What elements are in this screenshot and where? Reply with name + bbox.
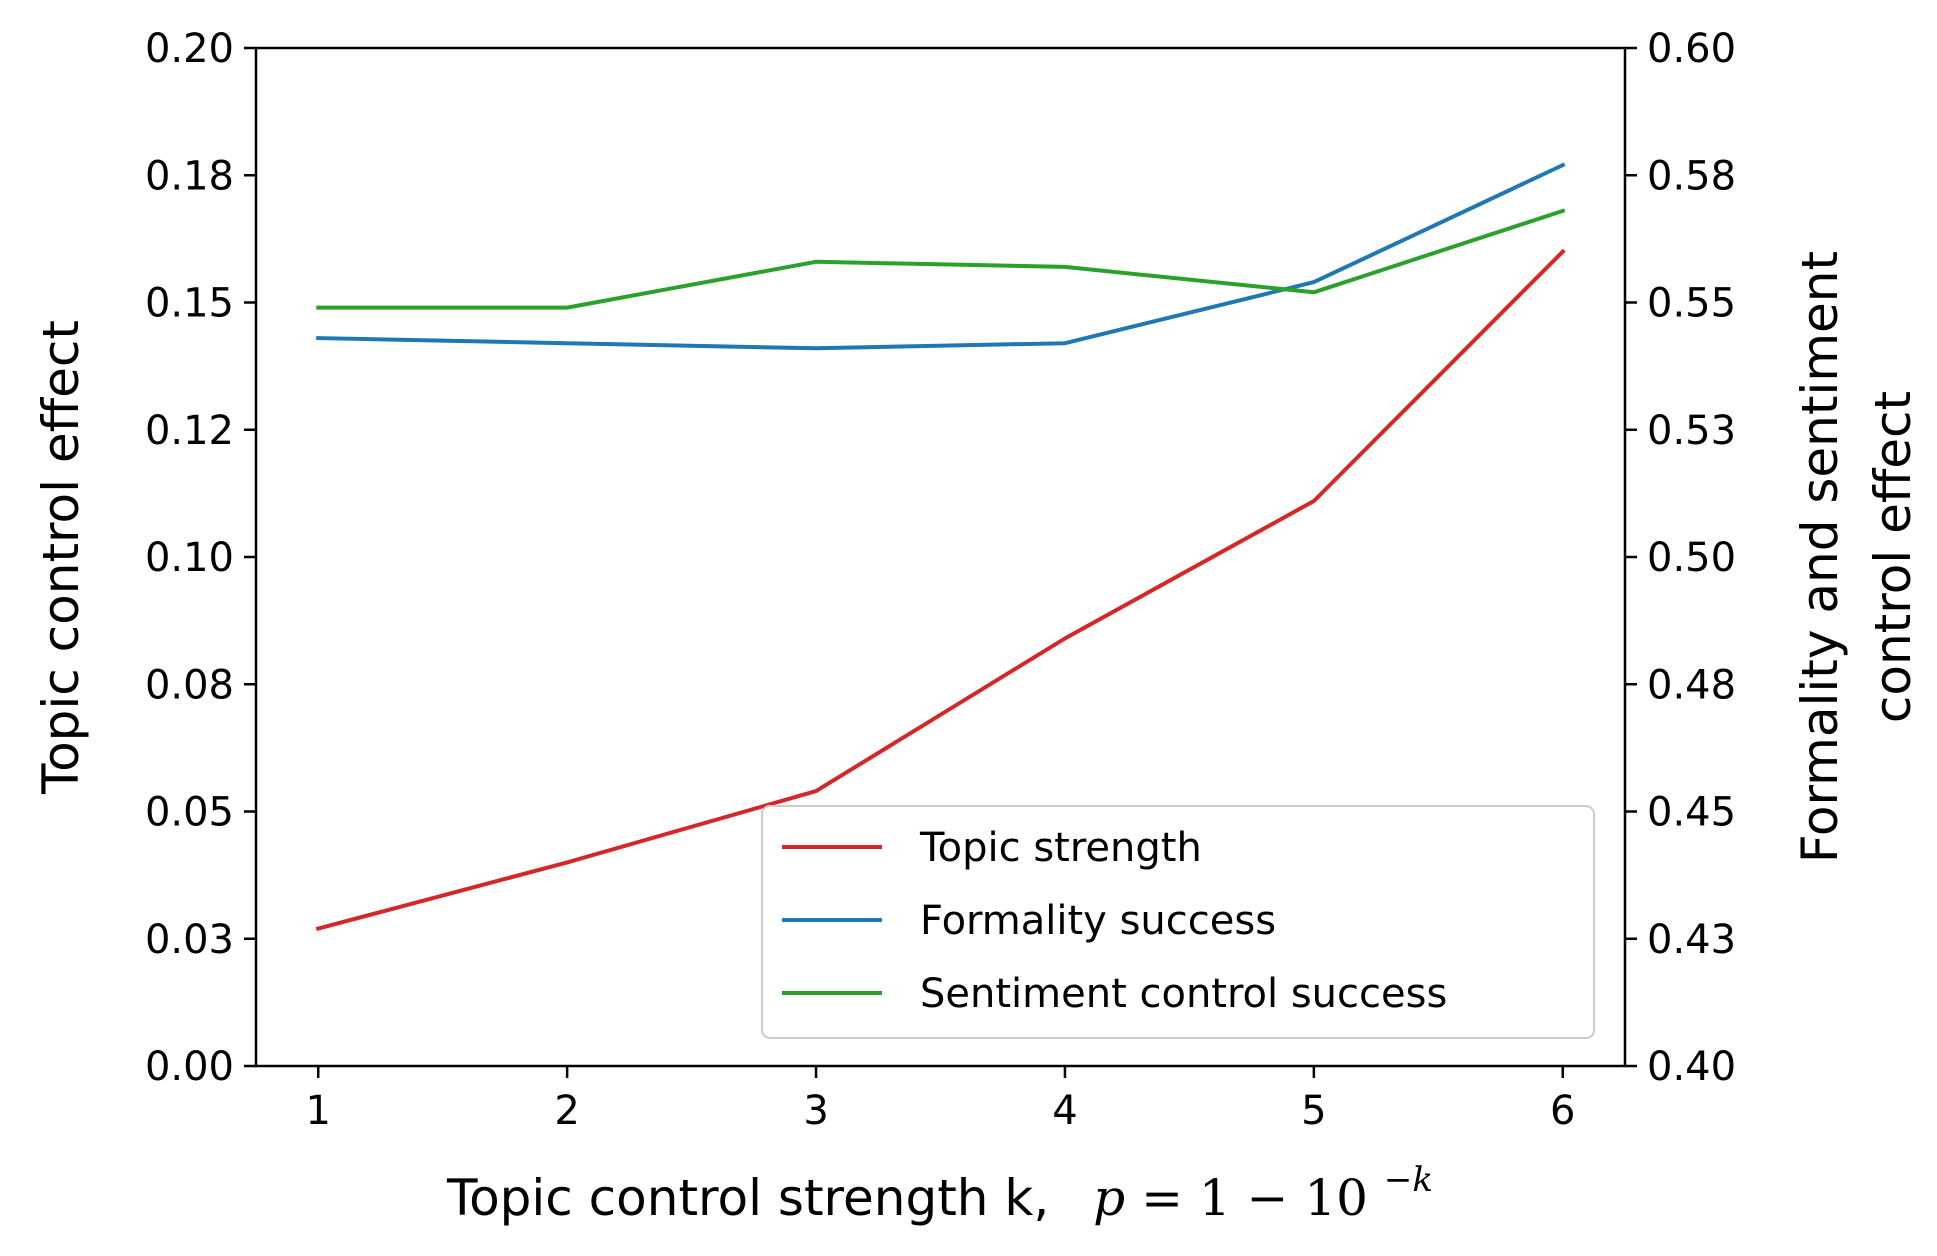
y-axis-label-left: Topic control effect <box>32 320 90 795</box>
legend-label-topic-strength: Topic strength <box>919 825 1202 871</box>
y-tick-label-right: 0.60 <box>1647 26 1736 72</box>
y-ticks-right: 0.40 0.43 0.45 0.48 0.50 0.53 0.55 0.58 0.60 <box>1625 26 1736 1090</box>
series-line-formality-success <box>316 162 1566 351</box>
y-tick-label-left: 0.20 <box>145 26 234 72</box>
legend-label-formality-success: Formality success <box>920 898 1276 944</box>
y-tick-label-right: 0.43 <box>1647 917 1736 963</box>
y-tick-label-right: 0.55 <box>1647 281 1736 327</box>
y-tick-label-left: 0.08 <box>145 662 234 708</box>
x-tick-label: 6 <box>1550 1088 1575 1134</box>
x-tick-label: 2 <box>554 1088 579 1134</box>
y-tick-label-left: 0.10 <box>145 535 234 581</box>
y-axis-label-right-line2: control effect <box>1864 391 1922 723</box>
y-tick-label-left: 0.03 <box>145 917 234 963</box>
y-tick-label-left: 0.00 <box>145 1044 234 1090</box>
legend: Topic strength Formality success Sentime… <box>761 805 1595 1039</box>
x-tick-label: 4 <box>1052 1088 1077 1134</box>
x-tick-label: 3 <box>803 1088 828 1134</box>
y-tick-label-right: 0.58 <box>1647 153 1736 199</box>
x-axis-label-math-eq: = 1 − 10 <box>1141 1169 1368 1227</box>
y-tick-label-right: 0.53 <box>1647 408 1736 454</box>
x-tick-label: 1 <box>306 1088 331 1134</box>
y-tick-label-right: 0.48 <box>1647 662 1736 708</box>
series-layer <box>315 162 1566 932</box>
x-axis-label: Topic control strength k, p = 1 − 10 −k <box>446 1160 1433 1227</box>
y-tick-label-left: 0.05 <box>145 790 234 836</box>
series-line-sentiment-control-success <box>316 208 1566 310</box>
x-axis-label-math-sup: −k <box>1384 1160 1433 1200</box>
y-ticks-left: 0.00 0.03 0.05 0.08 0.10 0.12 0.15 0.18 0.20 <box>145 26 256 1090</box>
y-tick-label-right: 0.45 <box>1647 790 1736 836</box>
y-tick-label-right: 0.50 <box>1647 535 1736 581</box>
y-tick-label-left: 0.18 <box>145 153 234 199</box>
x-axis-label-text: Topic control strength k, <box>446 1169 1049 1227</box>
x-ticks: 1 2 3 4 5 6 <box>306 1066 1575 1134</box>
x-tick-label: 5 <box>1301 1088 1326 1134</box>
y-axis-label-right-line1: Formality and sentiment <box>1791 251 1849 863</box>
y-tick-label-right: 0.40 <box>1647 1044 1736 1090</box>
y-tick-label-left: 0.12 <box>145 408 234 454</box>
y-tick-label-left: 0.15 <box>145 281 234 327</box>
legend-box <box>761 805 1595 1039</box>
x-axis-label-math-p: p <box>1093 1169 1125 1227</box>
series-line-topic-strength <box>315 248 1566 932</box>
legend-label-sentiment-control-success: Sentiment control success <box>920 971 1447 1017</box>
